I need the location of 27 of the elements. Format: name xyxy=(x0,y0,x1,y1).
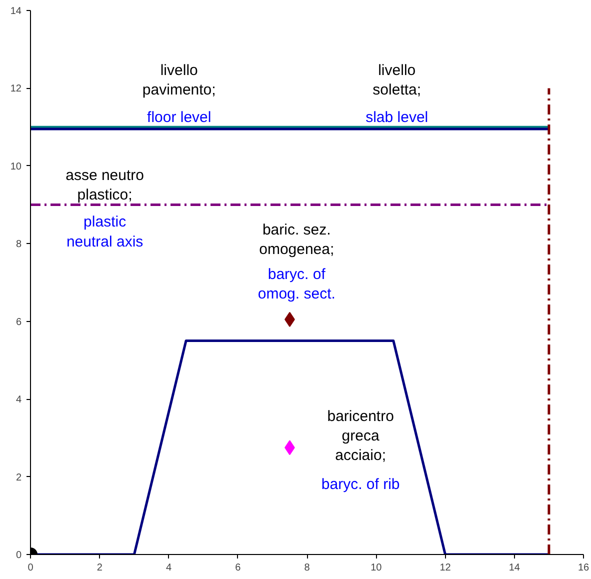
y-tick-label: 10 xyxy=(10,161,22,172)
annotation: baryc. of rib xyxy=(321,476,400,494)
annotation: livello soletta; xyxy=(372,62,422,99)
y-tick-label: 14 xyxy=(10,6,22,17)
y-tick-label: 8 xyxy=(16,239,22,250)
annotation: baricentro greca acciaio; xyxy=(327,408,394,464)
x-tick-label: 8 xyxy=(304,562,310,574)
x-tick-label: 14 xyxy=(508,562,520,574)
y-tick-label: 2 xyxy=(16,472,22,484)
x-tick-label: 12 xyxy=(440,562,452,574)
y-tick-label: 6 xyxy=(16,316,22,328)
annotation: livello pavimento; xyxy=(142,62,216,99)
annotation: plastic neutral axis xyxy=(66,214,144,250)
x-tick-label: 10 xyxy=(370,562,382,574)
annotation: baric. sez. omogenea; xyxy=(259,221,334,258)
x-tick-label: 4 xyxy=(166,562,172,574)
annotation: floor level xyxy=(147,108,212,126)
x-tick-label: 16 xyxy=(578,562,590,574)
annotation: baryc. of omog. sect. xyxy=(258,266,336,303)
y-tick-label: 4 xyxy=(16,394,22,406)
x-tick-label: 0 xyxy=(28,562,34,574)
annotation: asse neutro plastico; xyxy=(66,167,144,204)
y-tick-label: 0 xyxy=(16,550,22,561)
x-tick-label: 6 xyxy=(235,562,242,574)
y-tick-label: 12 xyxy=(10,84,22,95)
annotation: slab level xyxy=(366,108,428,126)
x-tick-label: 2 xyxy=(96,562,103,574)
